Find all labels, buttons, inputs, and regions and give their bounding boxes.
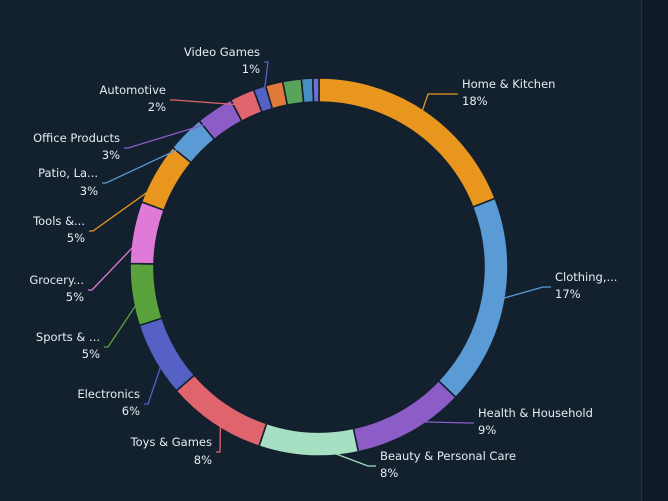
value-label-clothing: 17%	[555, 287, 581, 301]
slice-health-household[interactable]	[352, 379, 457, 453]
label-beauty-personal-care: Beauty & Personal Care	[380, 449, 516, 463]
slice-sports[interactable]	[129, 262, 164, 327]
label-electronics: Electronics	[77, 387, 140, 401]
leader-office-products	[124, 118, 222, 149]
label-tools: Tools &...	[32, 214, 85, 228]
label-health-household: Health & Household	[478, 406, 593, 420]
leader-electronics	[144, 353, 166, 405]
value-label-automotive: 2%	[148, 100, 166, 114]
slice-minor-14[interactable]	[281, 77, 305, 107]
label-video-games: Video Games	[184, 45, 260, 59]
leader-patio-la	[102, 141, 195, 184]
slice-beauty-personal-care[interactable]	[257, 422, 360, 457]
leader-tools	[89, 178, 166, 232]
value-label-tools: 5%	[67, 231, 85, 245]
donut-slices	[129, 77, 509, 457]
panel-edge	[641, 0, 668, 501]
value-label-health-household: 9%	[478, 423, 496, 437]
leader-automotive	[170, 99, 247, 107]
label-patio-la: Patio, La...	[38, 166, 98, 180]
slice-clothing[interactable]	[437, 197, 509, 399]
leader-beauty-personal-care	[308, 443, 376, 467]
leader-toys-games	[216, 414, 222, 453]
leader-clothing	[492, 286, 551, 302]
leader-home-kitchen	[418, 93, 458, 122]
value-label-grocery: 5%	[66, 290, 84, 304]
value-label-office-products: 3%	[102, 148, 120, 162]
value-label-sports: 5%	[82, 347, 100, 361]
leader-grocery	[88, 234, 146, 291]
value-label-toys-games: 8%	[194, 453, 212, 467]
leader-sports	[104, 292, 145, 348]
label-home-kitchen: Home & Kitchen	[462, 77, 555, 91]
value-label-patio-la: 3%	[80, 184, 98, 198]
label-clothing: Clothing,...	[555, 270, 617, 284]
slice-minor-15[interactable]	[300, 77, 315, 104]
label-office-products: Office Products	[33, 131, 120, 145]
slice-grocery[interactable]	[129, 200, 166, 265]
leader-health-household	[405, 420, 474, 424]
slice-labels: Home & Kitchen 18% Clothing,... 17% Health &…	[29, 45, 617, 480]
slice-electronics[interactable]	[138, 317, 196, 392]
value-label-video-games: 1%	[242, 62, 260, 76]
label-toys-games: Toys & Games	[130, 435, 212, 449]
label-automotive: Automotive	[99, 83, 166, 97]
slice-minor-16[interactable]	[311, 77, 320, 103]
label-sports: Sports & ...	[36, 330, 100, 344]
value-label-home-kitchen: 18%	[462, 94, 488, 108]
label-grocery: Grocery...	[29, 273, 84, 287]
value-label-electronics: 6%	[122, 404, 140, 418]
leader-video-games	[262, 61, 269, 100]
value-label-beauty-personal-care: 8%	[380, 466, 398, 480]
leader-lines	[88, 61, 551, 467]
